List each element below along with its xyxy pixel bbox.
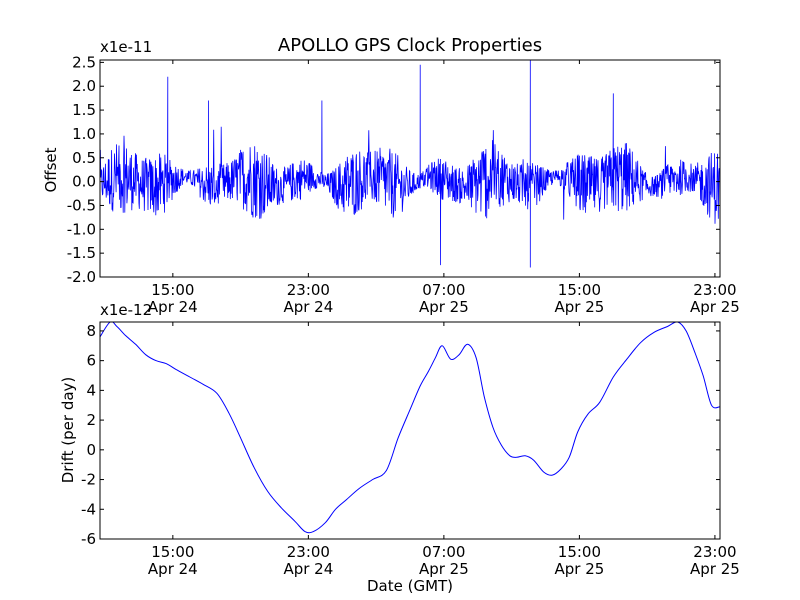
y-tick-label: -1.5: [67, 244, 96, 262]
x-tick-date-label: Apr 25: [554, 560, 604, 578]
x-tick-date-label: Apr 25: [554, 298, 604, 316]
x-tick-time-label: 07:00: [422, 543, 465, 561]
date-axis-label: Date (GMT): [367, 577, 453, 595]
x-tick-time-label: 23:00: [287, 281, 330, 299]
y-tick-label: 0.5: [72, 149, 96, 167]
offset-axis-label: Offset: [42, 147, 60, 192]
x-tick-time-label: 07:00: [422, 281, 465, 299]
y-tick-label: 2.5: [72, 53, 96, 71]
x-tick-time-label: 23:00: [693, 543, 736, 561]
x-tick-date-label: Apr 25: [690, 560, 740, 578]
x-tick-time-label: 15:00: [151, 543, 194, 561]
x-tick-date-label: Apr 25: [690, 298, 740, 316]
y-tick-label: 2: [86, 411, 96, 429]
x-tick-time-label: 23:00: [287, 543, 330, 561]
y-tick-label: -2: [81, 471, 96, 489]
y-tick-label: 1.0: [72, 125, 96, 143]
x-tick-date-label: Apr 24: [283, 560, 333, 578]
x-tick-date-label: Apr 24: [148, 560, 198, 578]
x-tick-time-label: 15:00: [558, 543, 601, 561]
y-tick-label: -4: [81, 500, 96, 518]
x-tick-time-label: 23:00: [693, 281, 736, 299]
x-tick-time-label: 15:00: [151, 281, 194, 299]
x-tick-time-label: 15:00: [558, 281, 601, 299]
offset-series-line: [100, 60, 720, 268]
offset-plot: -2.0-1.5-1.0-0.50.00.51.01.52.02.515:00A…: [67, 53, 740, 316]
drift-series-line: [100, 322, 720, 534]
x-tick-date-label: Apr 25: [419, 560, 469, 578]
y-tick-label: -0.5: [67, 196, 96, 214]
x-tick-date-label: Apr 24: [148, 298, 198, 316]
y-tick-label: 6: [86, 352, 96, 370]
x-tick-date-label: Apr 25: [419, 298, 469, 316]
y-tick-label: -6: [81, 530, 96, 548]
plot-frame: [99, 59, 721, 278]
y-tick-label: 2.0: [72, 77, 96, 95]
y-tick-label: -1.0: [67, 220, 96, 238]
chart-title: APOLLO GPS Clock Properties: [278, 35, 542, 56]
drift-axis-label: Drift (per day): [59, 377, 77, 484]
offset-multiplier-label: x1e-11: [100, 38, 152, 56]
y-tick-label: 4: [86, 381, 96, 399]
x-tick-date-label: Apr 24: [283, 298, 333, 316]
drift-multiplier-label: x1e-12: [100, 301, 152, 319]
y-tick-label: 8: [86, 322, 96, 340]
plot-frame: [99, 321, 721, 540]
y-tick-label: 1.5: [72, 101, 96, 119]
y-tick-label: -2.0: [67, 268, 96, 286]
y-tick-label: 0: [86, 441, 96, 459]
y-tick-label: 0.0: [72, 173, 96, 191]
